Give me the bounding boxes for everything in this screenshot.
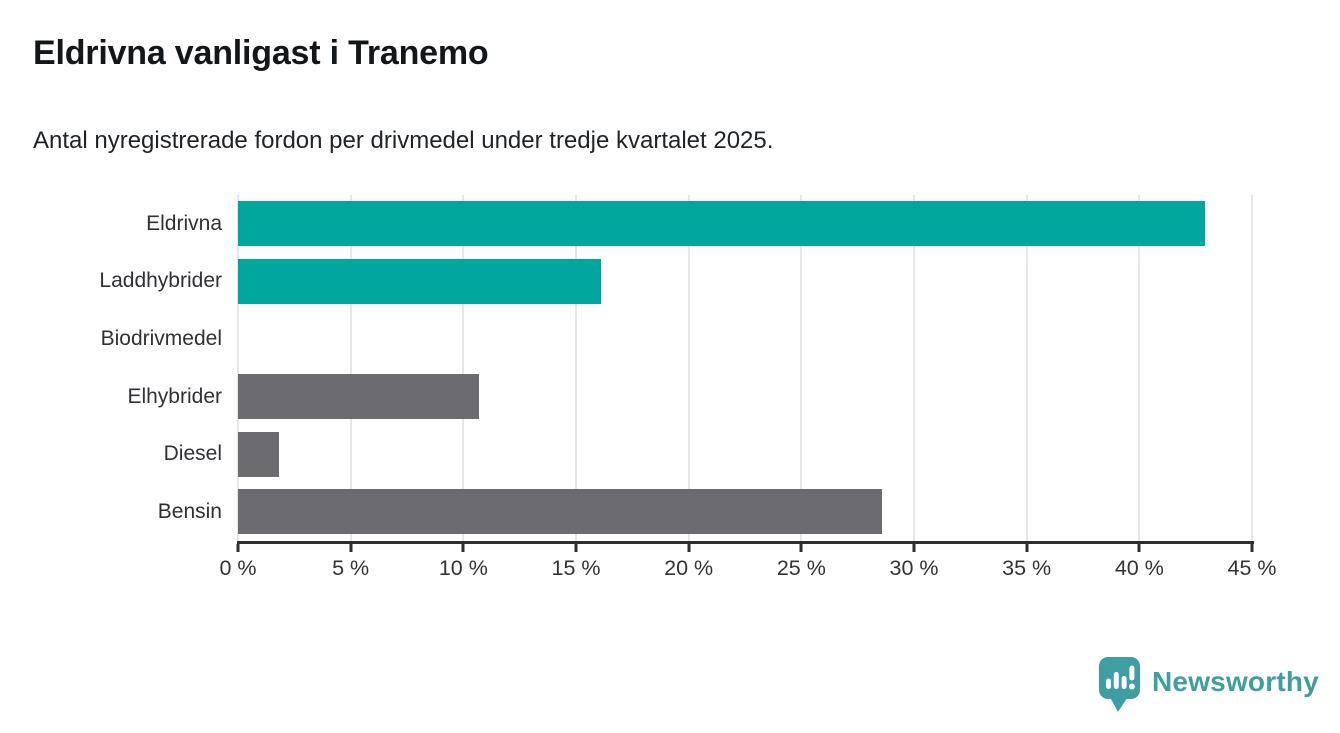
axis-tick-label-30pct: 30 % (889, 556, 939, 580)
axis-tick-label-15pct: 15 % (551, 556, 601, 580)
gridline-5pct (349, 195, 352, 541)
axis-tick-label-10pct: 10 % (438, 556, 488, 580)
bar-row-diesel (238, 426, 1252, 484)
newsworthy-logo-icon (1099, 657, 1140, 712)
bar-row-laddhybrider (238, 253, 1252, 311)
axis-tick-label-0pct: 0 % (219, 556, 257, 580)
gridline-10pct (462, 195, 465, 541)
category-label-biodrivmedel: Biodrivmedel (100, 327, 222, 351)
gridline-45pct (1251, 195, 1253, 541)
bar-row-biodrivmedel (238, 310, 1252, 368)
x-axis-tick-label-layer: 0 % 5 % 10 % 15 % 20 % 25 % 30 % 35 % 40 % 45 % (219, 556, 1276, 586)
gridline-15pct (575, 195, 577, 541)
category-label-column: Eldrivna Laddhybrider Biodrivmedel Elhybrid… (0, 195, 222, 541)
axis-tick-label-35pct: 35 % (1002, 556, 1052, 580)
axis-tick-5pct (349, 544, 353, 552)
axis-tick-0pct (236, 544, 240, 552)
axis-tick-10pct (461, 544, 465, 552)
bar-laddhybrider (238, 258, 601, 304)
bar-diesel (238, 431, 279, 477)
x-axis-tick-layer (236, 544, 1254, 552)
x-axis-line (237, 541, 1254, 544)
gridline-25pct (800, 195, 803, 541)
category-label-bensin: Bensin (157, 500, 222, 524)
axis-tick-40pct (1137, 544, 1141, 552)
category-label-eldrivna: Eldrivna (146, 211, 222, 235)
category-label-elhybrider: Elhybrider (127, 384, 222, 408)
category-label-diesel: Diesel (163, 442, 222, 466)
axis-tick-20pct (687, 544, 691, 552)
brand-name: Newsworthy (1152, 665, 1319, 697)
axis-tick-45pct (1250, 544, 1254, 552)
chart-subtitle: Antal nyregistrerade fordon per drivmede… (33, 127, 774, 154)
gridline-0pct (237, 195, 239, 541)
bar-row-elhybrider (238, 368, 1252, 426)
category-label-laddhybrider: Laddhybrider (99, 269, 222, 293)
axis-tick-label-5pct: 5 % (332, 556, 370, 580)
axis-tick-label-45pct: 45 % (1227, 556, 1277, 580)
bar-elhybrider (238, 374, 480, 419)
axis-tick-30pct (912, 544, 916, 552)
gridline-40pct (1138, 195, 1141, 541)
axis-tick-15pct (574, 544, 578, 552)
gridline-20pct (687, 195, 690, 541)
gridline-35pct (1025, 195, 1028, 541)
page-title: Eldrivna vanligast i Tranemo (33, 34, 489, 72)
axis-tick-25pct (799, 544, 803, 552)
bar-bensin (238, 489, 883, 535)
plot-area (237, 195, 1253, 541)
gridline-30pct (913, 195, 915, 541)
bar-row-bensin (238, 483, 1252, 541)
axis-tick-35pct (1025, 544, 1029, 552)
bar-eldrivna (238, 201, 1205, 246)
brand-footer: Newsworthy (1098, 656, 1319, 713)
axis-tick-label-20pct: 20 % (664, 556, 714, 580)
bar-row-eldrivna (238, 195, 1252, 253)
axis-tick-label-40pct: 40 % (1114, 556, 1164, 580)
axis-tick-label-25pct: 25 % (776, 556, 826, 580)
